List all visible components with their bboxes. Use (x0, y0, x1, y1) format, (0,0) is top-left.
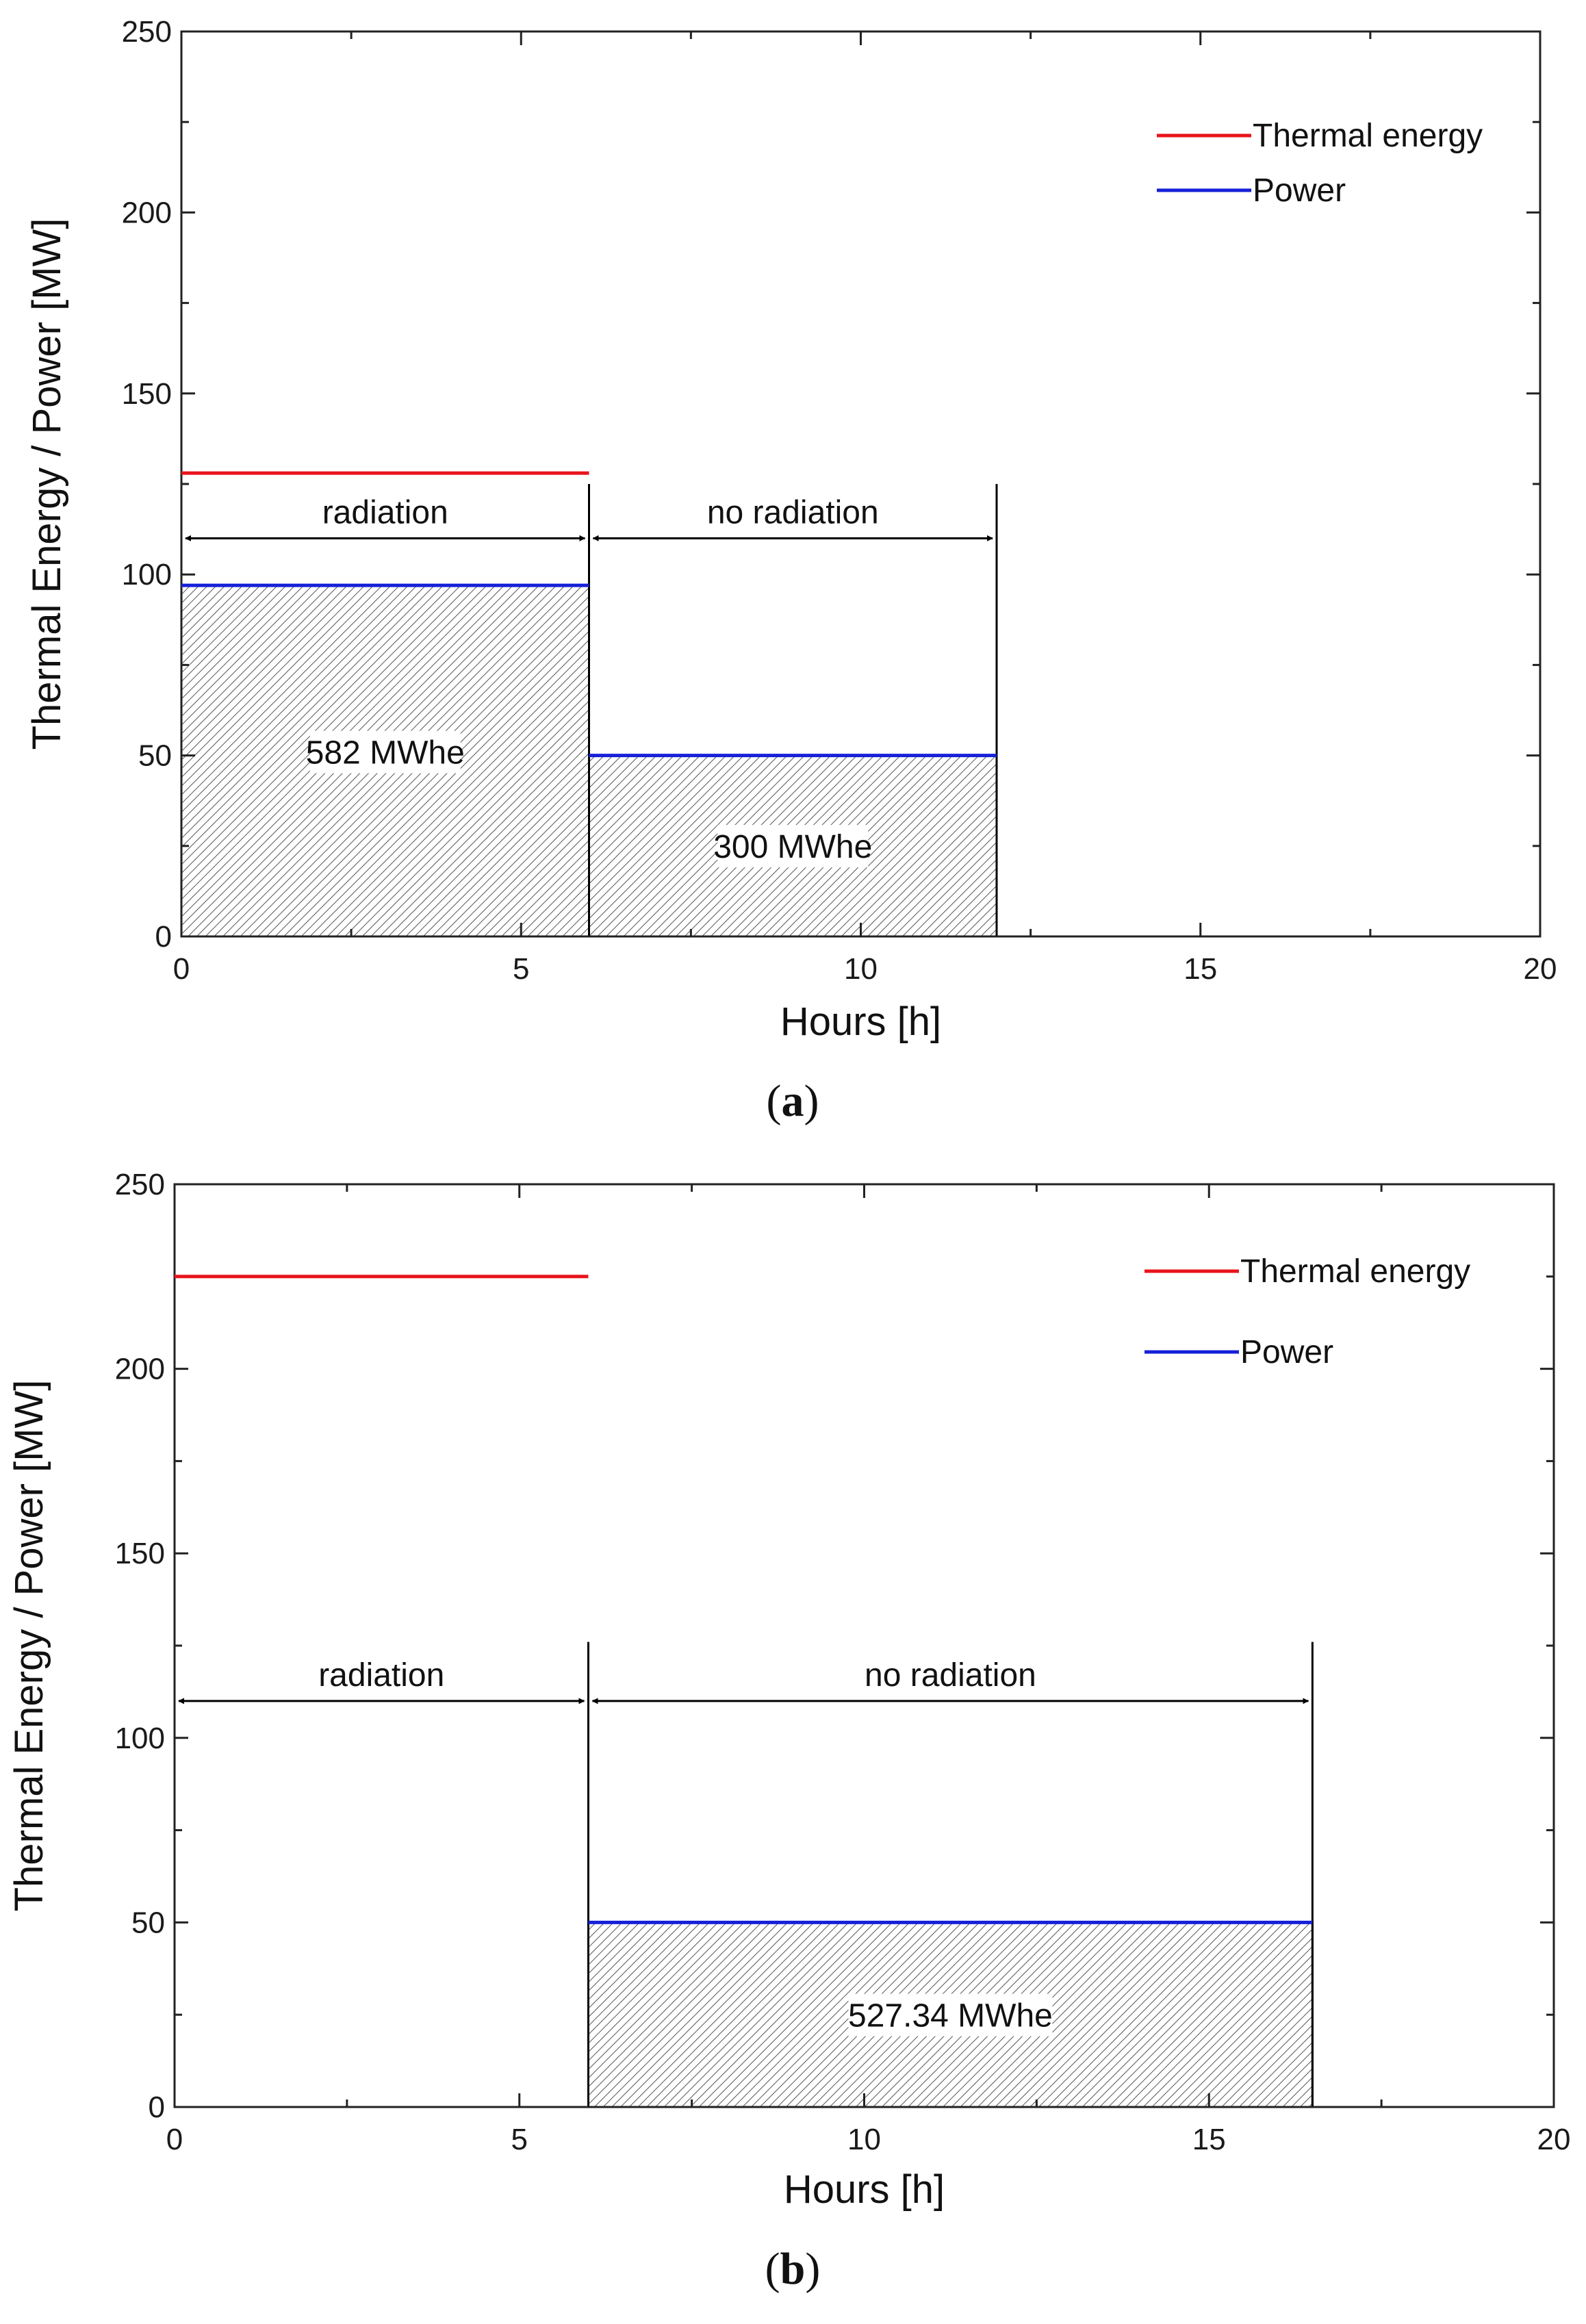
x-tick-label: 0 (173, 952, 190, 986)
y-tick-label: 0 (155, 920, 172, 954)
area-label-1: 582 MWhe (306, 735, 465, 771)
y-tick-label: 200 (115, 1353, 165, 1386)
y-tick-label: 0 (149, 2091, 165, 2124)
caption-letter: a (782, 1076, 804, 1126)
span-label-2: no radiation (865, 1657, 1036, 1694)
y-tick-label: 150 (122, 377, 172, 411)
legend-label-thermal-energy: Thermal energy (1240, 1253, 1470, 1290)
x-tick-label: 20 (1524, 952, 1557, 986)
y-tick-label: 100 (122, 558, 172, 591)
caption-open-paren: ( (767, 1076, 782, 1126)
caption-open-paren: ( (765, 2244, 780, 2294)
area-label-background-2 (717, 825, 869, 868)
y-tick-label: 100 (115, 1722, 165, 1755)
x-axis-title: Hours [h] (780, 999, 941, 1044)
span-label-2: no radiation (707, 494, 879, 531)
panel-caption: (a) (767, 1076, 819, 1126)
caption-close-paren: ) (804, 1076, 819, 1126)
legend-label-power: Power (1253, 173, 1346, 209)
x-tick-label: 5 (511, 2123, 528, 2156)
y-tick-label: 250 (122, 15, 172, 49)
y-tick-label: 150 (115, 1537, 165, 1570)
x-tick-label: 10 (844, 952, 878, 986)
caption-close-paren: ) (805, 2244, 820, 2294)
y-tick-label: 50 (138, 739, 172, 773)
x-tick-label: 10 (847, 2123, 881, 2156)
x-tick-label: 5 (513, 952, 529, 986)
x-tick-label: 0 (166, 2123, 183, 2156)
area-label-1: 527.34 MWhe (848, 1998, 1053, 2034)
y-tick-label: 200 (122, 196, 172, 229)
legend-label-power: Power (1240, 1334, 1333, 1370)
y-tick-label: 50 (131, 1906, 165, 1939)
x-axis-title: Hours [h] (784, 2167, 945, 2212)
area-label-background-1 (848, 1993, 1053, 2036)
x-tick-label: 15 (1192, 2123, 1226, 2156)
panel-caption: (b) (765, 2244, 821, 2294)
area-label-2: 300 MWhe (713, 829, 872, 865)
legend-label-thermal-energy: Thermal energy (1253, 118, 1483, 154)
y-axis-title: Thermal Energy / Power [MW] (25, 218, 69, 750)
span-label-1: radiation (318, 1657, 444, 1694)
x-tick-label: 20 (1537, 2123, 1571, 2156)
caption-letter: b (780, 2244, 806, 2294)
y-axis-title: Thermal Energy / Power [MW] (7, 1380, 51, 1912)
span-label-1: radiation (322, 494, 448, 531)
x-tick-label: 15 (1184, 952, 1217, 986)
area-label-background-1 (309, 730, 461, 774)
y-tick-label: 250 (115, 1168, 165, 1201)
